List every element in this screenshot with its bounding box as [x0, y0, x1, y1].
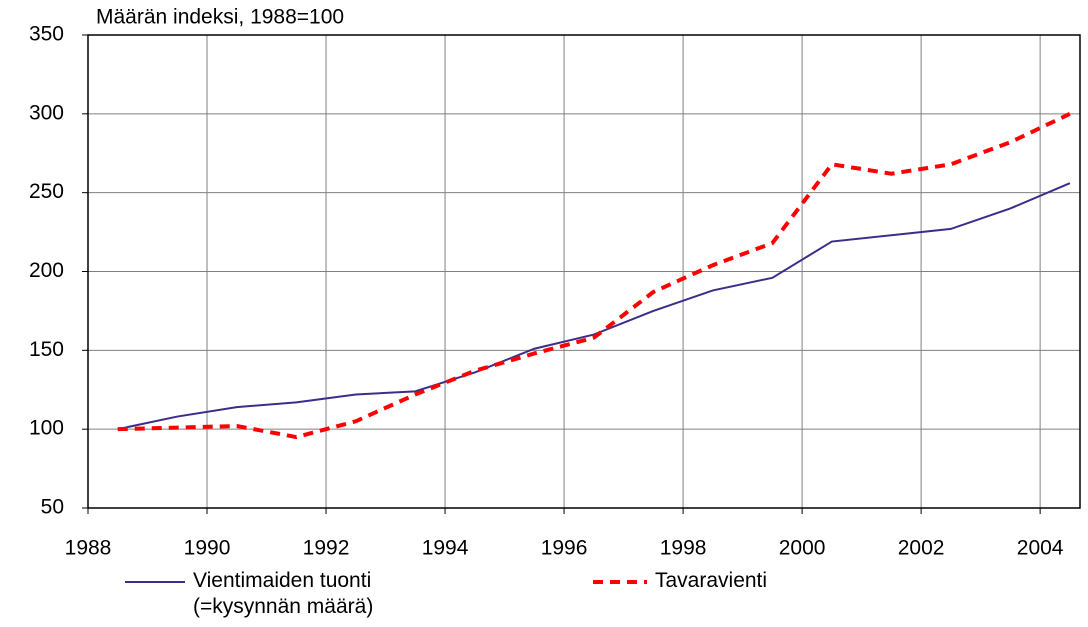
legend-label: Vientimaiden tuonti (=kysynnän määrä): [193, 569, 374, 618]
plot-frame: [87, 34, 1081, 509]
x-tick-label: 1996: [541, 537, 588, 560]
series-line: [117, 182, 1071, 431]
x-tick-label: 1990: [184, 537, 231, 560]
x-tick-label: 1994: [422, 537, 469, 560]
y-tick-label: 300: [29, 101, 64, 124]
y-tick-label: 150: [29, 338, 64, 361]
x-tick-label: 2000: [779, 537, 826, 560]
x-tick-label: 1992: [303, 537, 350, 560]
x-tick-label: 2002: [898, 537, 945, 560]
x-tick-label: 1988: [65, 537, 112, 560]
y-tick-label: 200: [29, 259, 64, 282]
y-tick-label: 50: [41, 496, 64, 519]
series-line: [117, 112, 1071, 440]
x-tick-label: 2004: [1017, 537, 1064, 560]
y-tick-label: 350: [29, 23, 64, 46]
x-tick-label: 1998: [660, 537, 707, 560]
y-tick-label: 250: [29, 180, 64, 203]
legend-label: Tavaravienti: [655, 569, 768, 592]
y-axis-label: Määrän indeksi, 1988=100: [96, 6, 344, 29]
y-tick-label: 100: [29, 417, 64, 440]
